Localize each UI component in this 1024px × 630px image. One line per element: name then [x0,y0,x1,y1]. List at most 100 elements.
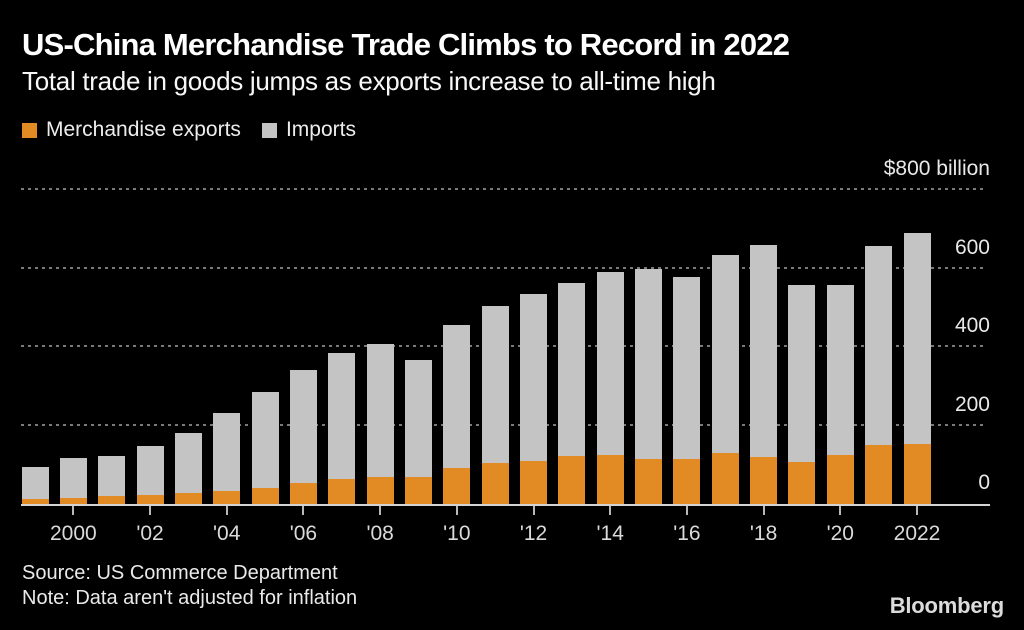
x-axis-label-2012: '12 [519,522,548,545]
bar-2020 [826,284,854,504]
x-axis-label-2006: '06 [289,522,318,545]
bar-2011 [481,306,509,504]
bar-2020-exports-segment [826,455,854,504]
gridline-800 [21,188,985,190]
bar-1999-imports-segment [21,466,49,499]
x-tick-2010 [455,506,458,515]
inflation-note: Note: Data aren't adjusted for inflation [22,587,358,609]
bar-2006-exports-segment [289,482,317,504]
bar-2013-exports-segment [558,456,586,504]
bar-2012-exports-segment [520,460,548,504]
bar-1999 [21,466,49,504]
bar-2009-exports-segment [404,476,432,504]
bar-2002-exports-segment [136,495,164,504]
bar-2001 [98,456,126,504]
imports-legend-swatch-icon [261,122,277,138]
bar-2022-exports-segment [903,443,931,504]
x-axis-label-2008: '08 [366,522,394,545]
x-axis-label-2004: '04 [213,522,241,545]
x-axis-line [21,504,990,506]
bar-2000-imports-segment [59,458,87,498]
bar-2013 [558,283,586,504]
bar-2012 [520,293,548,504]
x-tick-2012 [532,506,535,515]
bar-2021-exports-segment [865,444,893,504]
bar-2007 [328,353,356,504]
plot-area: 0 200 400 600 $800 billion 2000 '02 '04 '06 '08 '1… [21,150,990,545]
bar-2014 [596,271,624,504]
bar-2018-imports-segment [750,245,778,457]
bar-2015-exports-segment [635,458,663,504]
x-axis-label-2014: '14 [596,522,624,545]
bar-2001-imports-segment [98,456,126,497]
bar-2006-imports-segment [289,369,317,483]
y-axis-label-600: 600 [954,235,990,259]
x-tick-2008 [379,506,382,515]
y-axis-label-0: 0 [978,471,990,494]
bar-2018 [750,245,778,504]
bar-2015-imports-segment [635,268,663,459]
bar-2008-exports-segment [366,476,394,504]
bar-2022-imports-segment [903,233,931,444]
bar-2020-imports-segment [826,284,854,456]
bar-2004-imports-segment [213,413,241,491]
imports-legend-label: Imports [285,118,356,141]
bar-2016-exports-segment [673,458,701,504]
bar-2016 [673,277,701,504]
bar-2019-imports-segment [788,284,816,463]
bar-2000-exports-segment [59,497,87,504]
x-axis-label-2018: '18 [749,522,778,545]
bar-2007-imports-segment [328,353,356,480]
bar-2021 [865,245,893,504]
bar-2009 [404,360,432,504]
x-tick-2022 [916,506,918,515]
bar-2014-exports-segment [596,455,624,504]
x-tick-2004 [225,506,228,515]
x-tick-2006 [302,506,305,515]
bar-2016-imports-segment [673,277,701,459]
y-axis-label-200: 200 [954,392,990,416]
bar-2021-imports-segment [865,245,893,445]
x-axis-label-2022: 2022 [893,522,941,545]
x-axis-label-2016: '16 [673,522,701,545]
x-tick-2000 [72,506,75,515]
bar-2022 [903,233,931,504]
bar-2003 [174,433,202,504]
bar-2005-imports-segment [251,392,279,488]
bar-1999-exports-segment [21,498,49,504]
bar-2010-exports-segment [443,467,471,504]
bar-2005-exports-segment [251,487,279,504]
bar-2017-imports-segment [711,254,739,454]
x-tick-2002 [149,506,152,515]
chart-title: US-China Merchandise Trade Climbs to Rec… [22,27,790,62]
bloomberg-logo: Bloomberg [889,593,1005,618]
y-axis-label-400: 400 [954,314,990,337]
bar-2000 [59,458,87,504]
x-tick-2020 [839,506,842,515]
bar-2012-imports-segment [520,293,548,461]
exports-legend-label: Merchandise exports [46,118,241,141]
chart-legend: Merchandise exports Imports [22,118,356,141]
x-axis-label-2020: '20 [826,522,854,545]
gridline-600 [21,266,985,269]
bar-2018-exports-segment [750,456,778,504]
bar-2013-imports-segment [558,283,586,457]
bar-2019 [788,284,816,504]
bar-2005 [251,392,279,504]
x-axis-label-2010: '10 [443,522,471,545]
bar-2002-imports-segment [136,446,164,496]
bar-2017 [711,254,739,504]
x-axis-label-2002: '02 [136,522,164,545]
x-axis-label-2000: 2000 [49,522,97,545]
bar-2007-exports-segment [328,479,356,504]
bar-2014-imports-segment [596,271,624,456]
bar-2001-exports-segment [98,496,126,504]
bar-2004 [213,413,241,504]
chart-subtitle: Total trade in goods jumps as exports in… [22,66,716,96]
bar-2008-imports-segment [366,344,394,477]
x-tick-2014 [609,506,612,515]
y-axis-label-800: $800 billion [883,157,990,180]
bar-2019-exports-segment [788,462,816,504]
bar-2003-exports-segment [174,492,202,504]
